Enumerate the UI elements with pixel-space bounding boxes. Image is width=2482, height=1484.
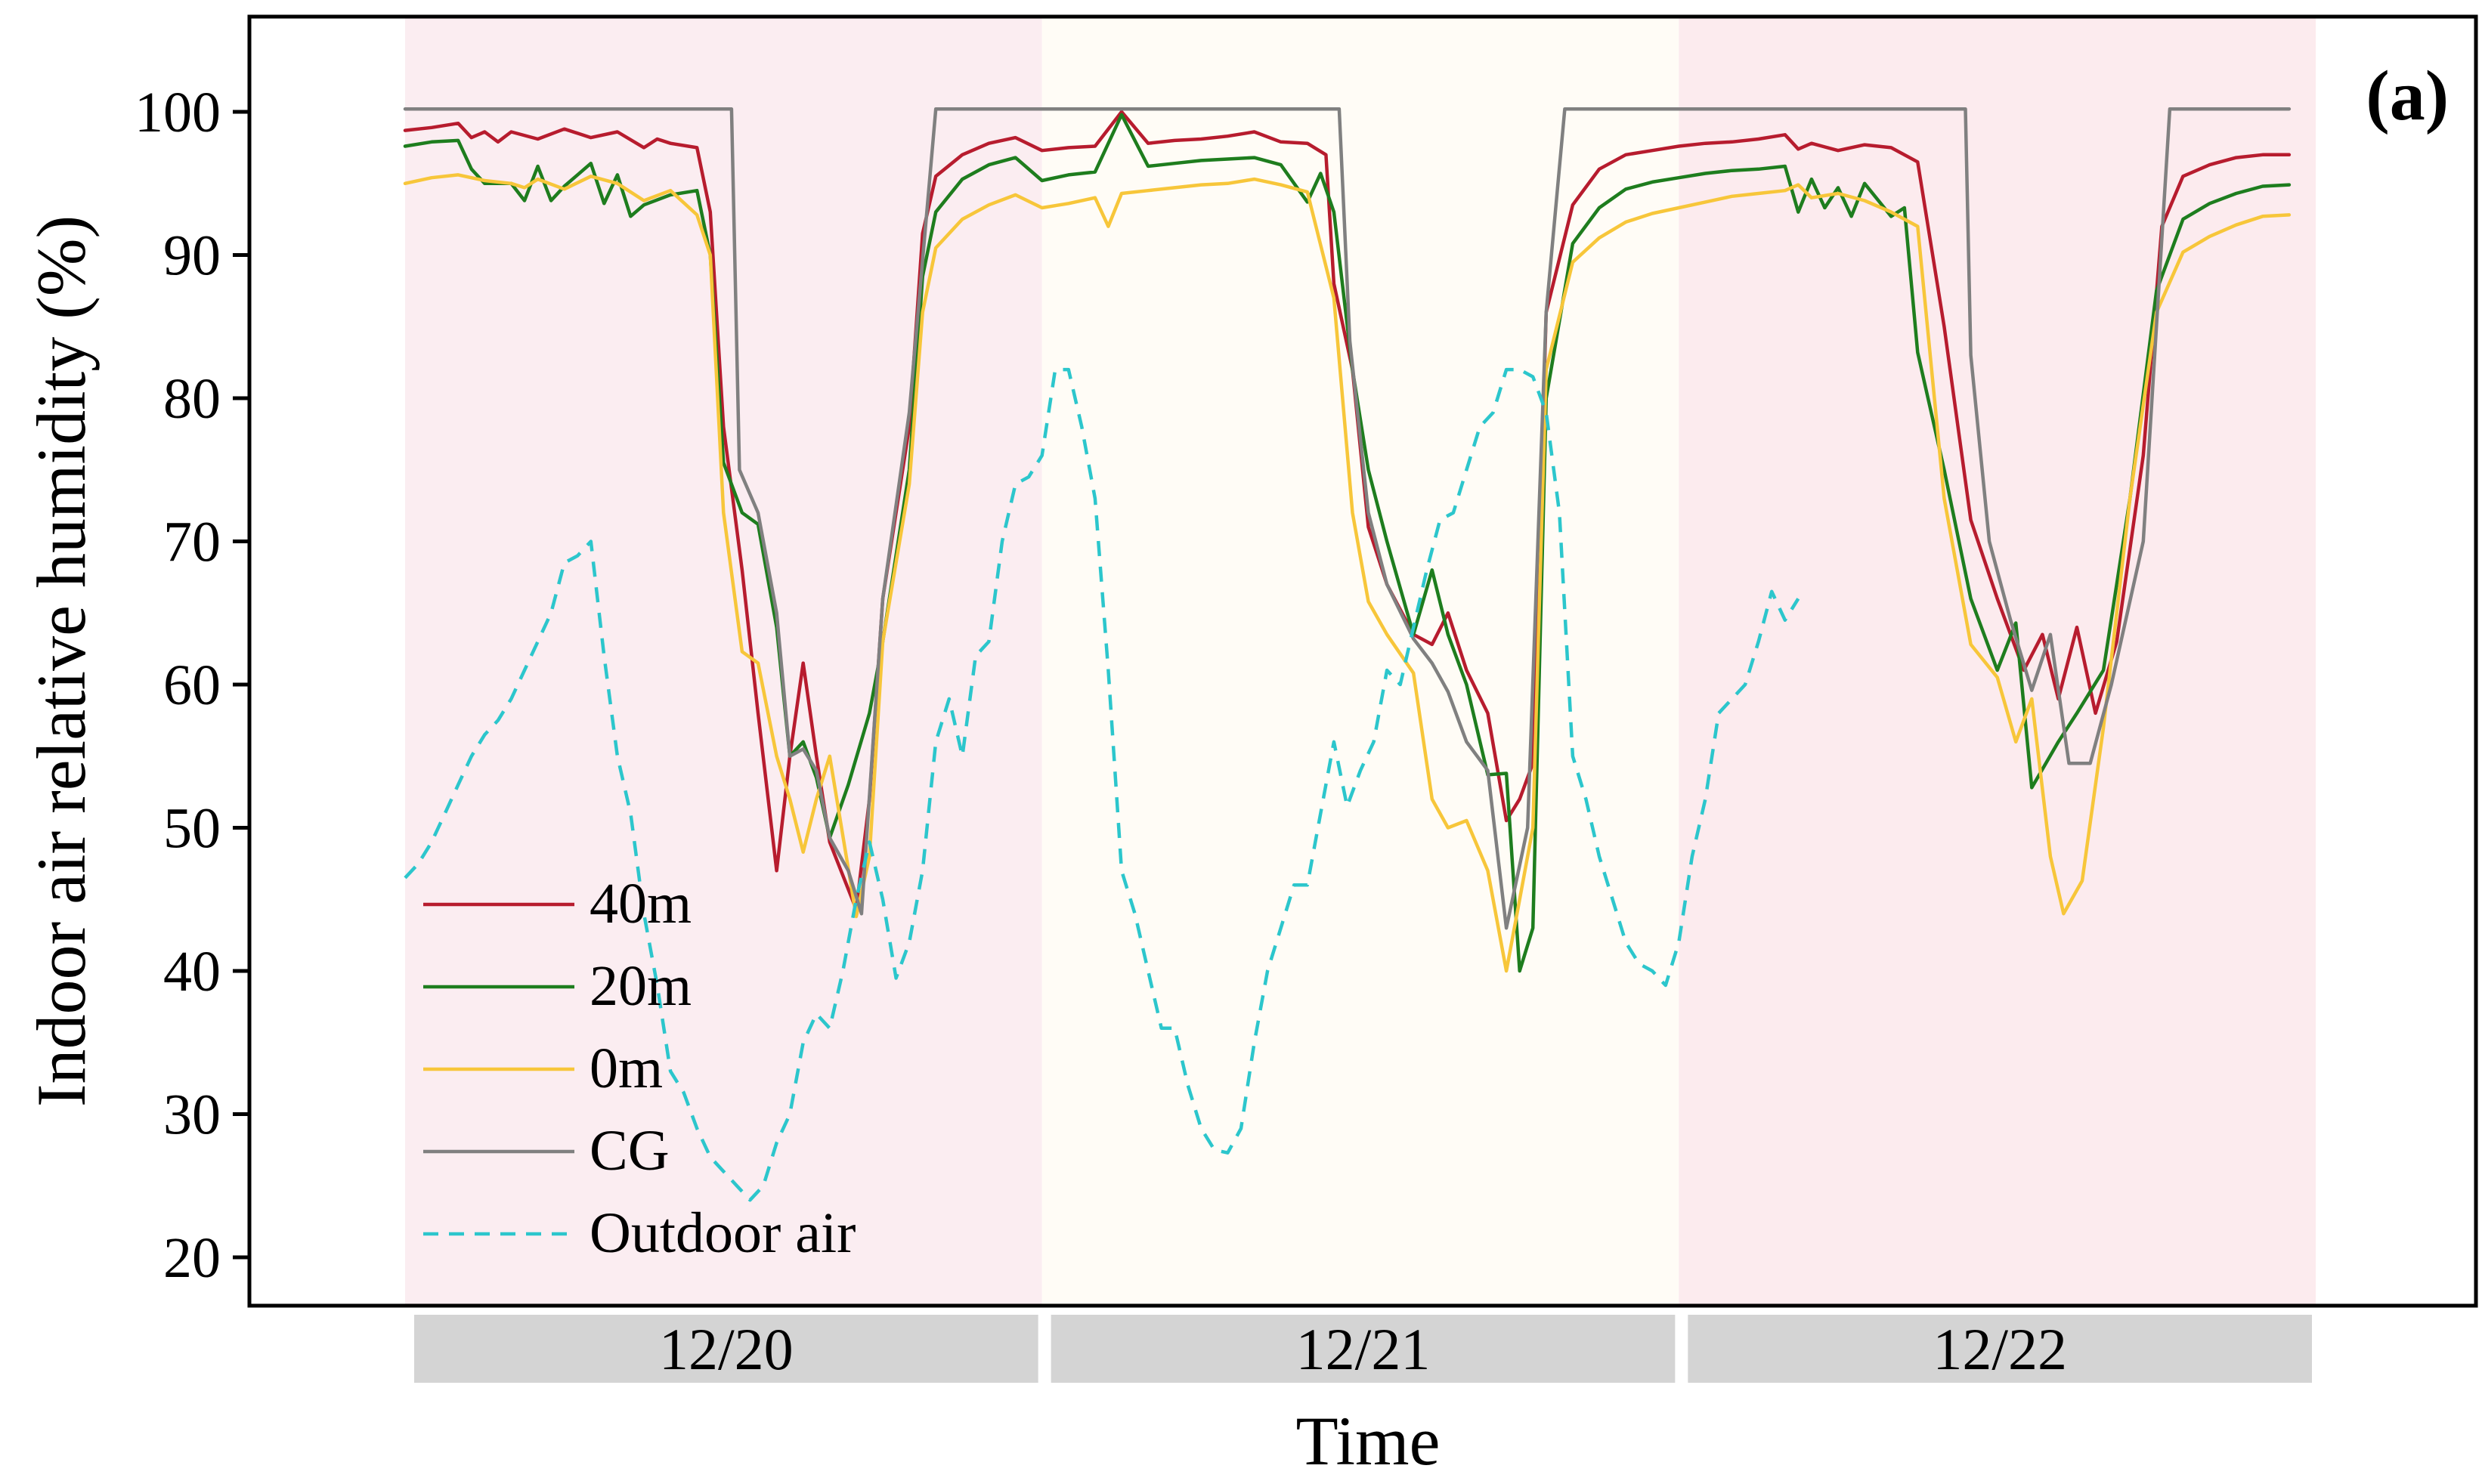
y-tick-label: 80 [163,367,221,431]
x-day-bar-3 [1688,1315,2312,1383]
y-tick-label: 100 [135,81,221,144]
series-line-outdoor-air [404,367,1800,1202]
x-day-bar-1 [414,1315,1038,1383]
x-axis-title: Time [1296,1402,1441,1479]
y-tick-label: 60 [163,654,221,717]
x-day-bar-2 [1051,1315,1676,1383]
legend-label-1: 40m [590,872,692,935]
series-line-20m [403,113,2292,973]
day-band-3 [1679,17,2316,1306]
plot-frame [247,14,2478,1308]
legend-label-3: 0m [590,1037,663,1100]
legend: 40m 20m 0m CG Outdoor air [423,872,856,1265]
y-tick-label: 70 [163,511,221,574]
panel-label: (a) [2366,57,2449,135]
y-tick-label: 40 [163,940,221,1003]
series-line-40m [403,110,2292,911]
x-day-label-3: 12/22 [1933,1316,2067,1382]
y-tick-label: 90 [163,224,221,288]
x-axis-day-labels: 12/20 12/21 12/22 [414,1315,2312,1383]
day-band-2 [1041,17,1679,1306]
series-line-cg [403,107,2292,930]
legend-label-4: CG [590,1119,670,1183]
series-lines [403,107,2292,1202]
y-axis: 20 30 40 50 60 70 80 90 100 [135,81,249,1290]
day-bands [405,17,2316,1306]
y-tick-label: 20 [163,1226,221,1290]
series-line-0m [403,173,2292,973]
legend-label-5: Outdoor air [590,1201,856,1265]
legend-label-2: 20m [590,954,692,1018]
y-tick-label: 50 [163,797,221,861]
x-day-label-2: 12/21 [1296,1316,1431,1382]
day-band-1 [405,17,1042,1306]
x-day-label-1: 12/20 [659,1316,794,1382]
y-tick-label: 30 [163,1084,221,1147]
y-axis-title: Indoor air relative humidity (%) [23,215,100,1107]
